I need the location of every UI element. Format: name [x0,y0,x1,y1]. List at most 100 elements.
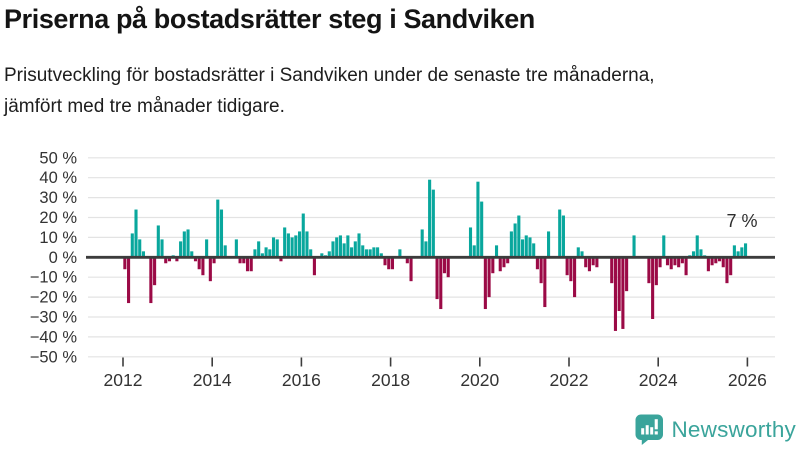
bar [346,235,350,258]
svg-text:50 %: 50 % [39,149,77,167]
bar [625,257,629,292]
newsworthy-wordmark: Newsworthy [671,416,796,442]
bar [331,241,335,258]
bar [584,257,588,268]
bar [513,223,517,258]
bar [535,257,539,270]
svg-text:−40 %: −40 % [30,328,78,346]
bar [249,257,253,272]
bar [212,257,216,264]
newsworthy-logo[interactable]: Newsworthy [635,414,796,445]
bar [253,249,257,258]
x-axis: 2012 2014 2016 2018 2020 2022 2024 2026 [104,357,767,390]
bar [283,227,287,258]
bar [431,189,435,258]
bar [167,257,172,262]
bar [439,257,443,310]
bar [260,253,264,258]
y-gridlines [88,157,775,358]
bar [364,249,368,258]
bar [699,249,703,258]
bar [617,257,621,312]
bar [312,257,316,276]
bar [257,241,261,258]
bar [305,231,309,258]
bar [743,243,748,258]
bar [234,239,238,258]
bar [357,233,361,258]
bar [149,257,153,304]
bar [197,257,201,270]
bar [725,257,729,284]
bar [190,251,194,258]
bar [127,257,131,304]
svg-text:−20 %: −20 % [30,289,78,307]
bar [710,257,714,266]
bar [695,235,699,258]
svg-text:0 %: 0 % [49,249,78,267]
bar [736,251,740,258]
bar [271,237,276,258]
bar [301,213,305,258]
bar [524,235,528,258]
bar [368,249,372,258]
bar [205,239,209,258]
bar [487,257,491,298]
bar [632,235,636,258]
bar [528,237,532,258]
svg-text:10 %: 10 % [39,229,77,247]
bar [732,245,736,258]
bar [677,257,681,268]
bar [379,253,383,258]
bar [223,245,227,258]
bar [179,241,183,258]
bar [361,245,365,258]
bar [569,257,573,282]
svg-text:2012: 2012 [104,370,143,390]
bar [424,241,428,258]
bar [576,247,580,258]
latest-value-label: 7 % [726,211,758,231]
bar [684,257,688,276]
bar [182,231,186,258]
svg-text:2020: 2020 [460,370,499,390]
bar [327,251,331,258]
bar [543,257,547,308]
bar [647,257,651,284]
bar [740,247,744,258]
bar [219,209,224,258]
bar [669,257,673,270]
bar [472,245,476,258]
bar [242,257,246,264]
bar [372,247,376,258]
svg-text:2018: 2018 [371,370,410,390]
bar [297,231,302,258]
bar [587,257,591,272]
bar [446,257,450,278]
bar [565,257,569,276]
svg-text:40 %: 40 % [39,169,77,187]
bar [706,257,710,272]
bar [208,257,212,282]
bar [245,257,250,272]
bar [729,257,733,276]
bar [502,257,506,268]
bar [491,257,495,274]
bar [476,181,480,258]
bar [193,257,198,262]
bar [721,257,725,268]
bar [494,245,499,258]
bar [320,253,324,258]
bar [390,257,395,270]
bar [123,257,127,270]
bar [580,251,584,258]
bar [138,239,142,258]
bar [186,229,190,258]
svg-text:2024: 2024 [639,370,678,390]
bar [517,215,521,258]
bar [539,257,543,284]
bar [509,231,513,258]
bar [714,257,718,264]
bar [130,233,134,258]
